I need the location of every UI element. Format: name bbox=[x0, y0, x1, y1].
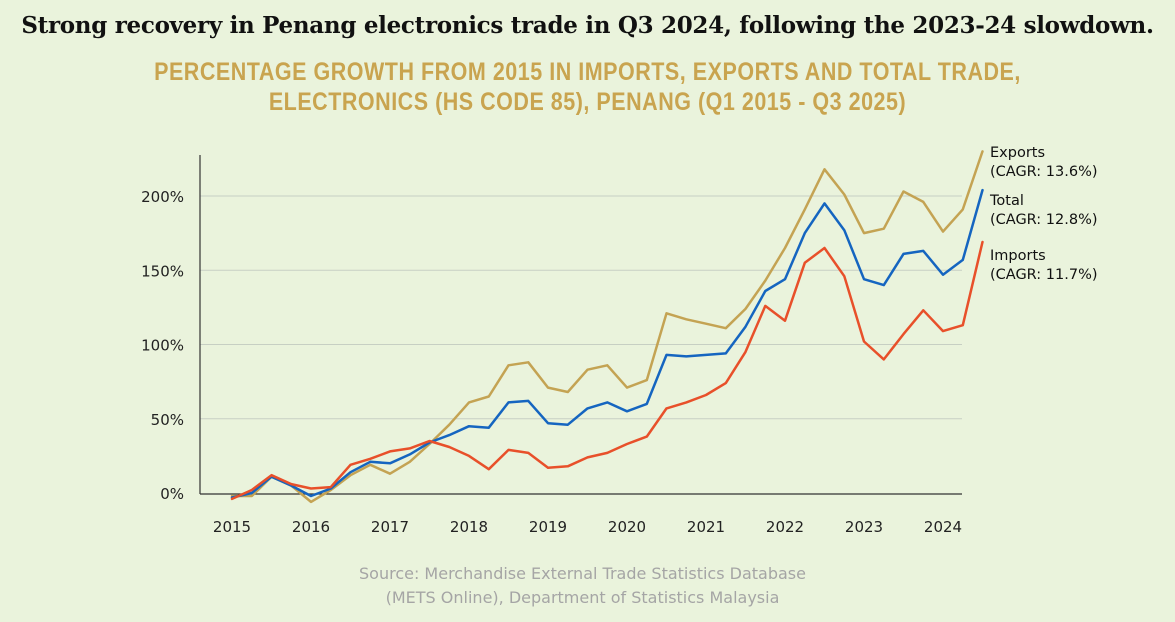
chart-title-line-1: PERCENTAGE GROWTH FROM 2015 IN IMPORTS, … bbox=[154, 58, 1021, 86]
x-tick-label: 2015 bbox=[213, 518, 251, 536]
series-line-exports bbox=[230, 150, 984, 504]
y-tick-label: 50% bbox=[151, 411, 184, 429]
series-label-exports: Exports bbox=[990, 145, 1045, 161]
y-tick-label: 100% bbox=[141, 337, 184, 355]
x-tick-label: 2020 bbox=[608, 518, 646, 536]
x-tick-label: 2024 bbox=[924, 518, 962, 536]
x-tick-label: 2021 bbox=[687, 518, 725, 536]
x-tick-label: 2022 bbox=[766, 518, 804, 536]
y-tick-label: 200% bbox=[141, 188, 184, 206]
x-tick-label: 2019 bbox=[529, 518, 567, 536]
chart-title: PERCENTAGE GROWTH FROM 2015 IN IMPORTS, … bbox=[82, 57, 1093, 117]
line-chart: 0% 50% 100% 150% 200% 2015 2016 2017 2018 2019 202… bbox=[141, 145, 1098, 536]
chart-title-line-2: ELECTRONICS (HS CODE 85), PENANG (Q1 201… bbox=[268, 88, 907, 116]
series-label-cagr-total: (CAGR: 12.8%) bbox=[990, 212, 1098, 228]
series-line-total bbox=[230, 188, 984, 499]
source-note: Source: Merchandise External Trade Stati… bbox=[0, 562, 1165, 610]
series-label-cagr-imports: (CAGR: 11.7%) bbox=[990, 267, 1098, 283]
x-tick-label: 2023 bbox=[845, 518, 883, 536]
y-tick-label: 0% bbox=[160, 485, 184, 503]
x-tick-label: 2016 bbox=[292, 518, 330, 536]
source-line-2: (METS Online), Department of Statistics … bbox=[385, 588, 780, 607]
series-label-total: Total bbox=[989, 193, 1024, 209]
series-label-imports: Imports bbox=[990, 248, 1046, 264]
x-tick-label: 2018 bbox=[450, 518, 488, 536]
source-line-1: Source: Merchandise External Trade Stati… bbox=[359, 564, 806, 583]
x-tick-label: 2017 bbox=[371, 518, 409, 536]
y-tick-label: 150% bbox=[141, 262, 184, 280]
headline: Strong recovery in Penang electronics tr… bbox=[21, 12, 1154, 39]
series-line-imports bbox=[230, 240, 984, 501]
series-label-cagr-exports: (CAGR: 13.6%) bbox=[990, 164, 1098, 180]
